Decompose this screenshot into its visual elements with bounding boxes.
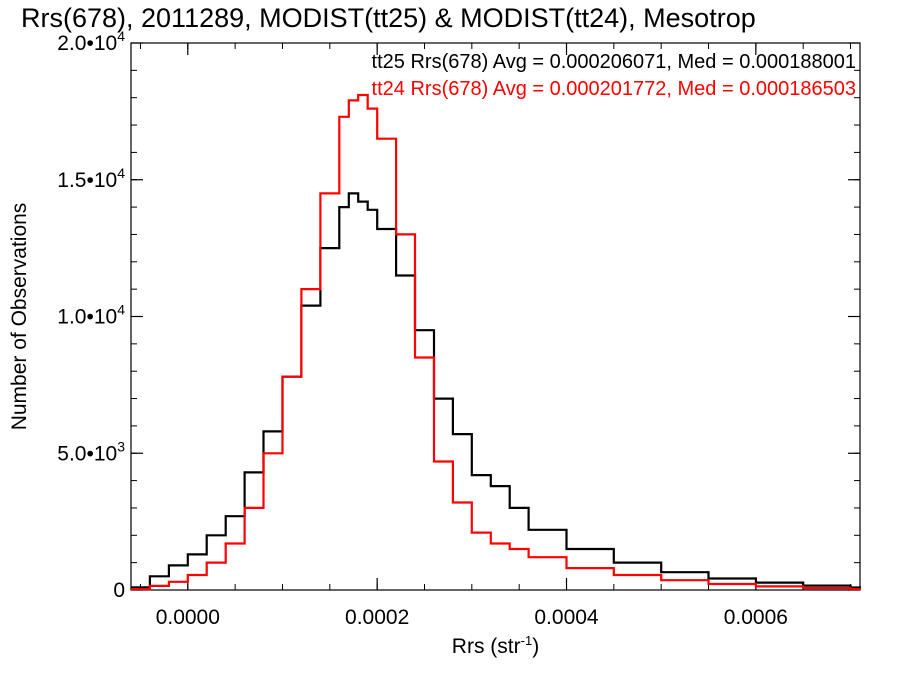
y-tick-label: 1.0•104 (57, 302, 125, 329)
y-axis-label: Number of Observations (8, 203, 31, 431)
axis-ticks: 0.0000 0.0002 0.0004 0.0006 0 5.0•103 1.0•104 1… (57, 28, 860, 629)
y-tick-label: 1.5•104 (57, 165, 125, 192)
x-tick-label: 0.0006 (724, 606, 788, 629)
chart-title: Rrs(678), 2011289, MODIST(tt25) & MODIST… (21, 3, 756, 33)
series-line-0 (131, 192, 862, 589)
x-tick-label: 0.0000 (156, 606, 220, 629)
legend-entry-tt24: tt24 Rrs(678) Avg = 0.000201772, Med = 0… (372, 78, 856, 100)
y-tick-label: 5.0•103 (57, 438, 125, 465)
y-tick-label: 2.0•104 (57, 28, 125, 55)
plot-frame (130, 42, 861, 591)
x-axis-label-text: Rrs (str (452, 635, 521, 658)
x-axis-label-superscript: -1 (521, 633, 533, 648)
legend-entry-tt25: tt25 Rrs(678) Avg = 0.000206071, Med = 0… (372, 51, 856, 73)
legend: tt25 Rrs(678) Avg = 0.000206071, Med = 0… (372, 51, 856, 100)
x-axis-label-close: ) (532, 635, 539, 658)
x-axis-label: Rrs (str-1) (452, 633, 539, 658)
series-line-1 (131, 93, 862, 591)
series-lines (131, 93, 862, 591)
x-tick-label: 0.0004 (534, 606, 599, 629)
y-tick-label: 0 (113, 579, 125, 602)
x-tick-label: 0.0002 (345, 606, 409, 629)
